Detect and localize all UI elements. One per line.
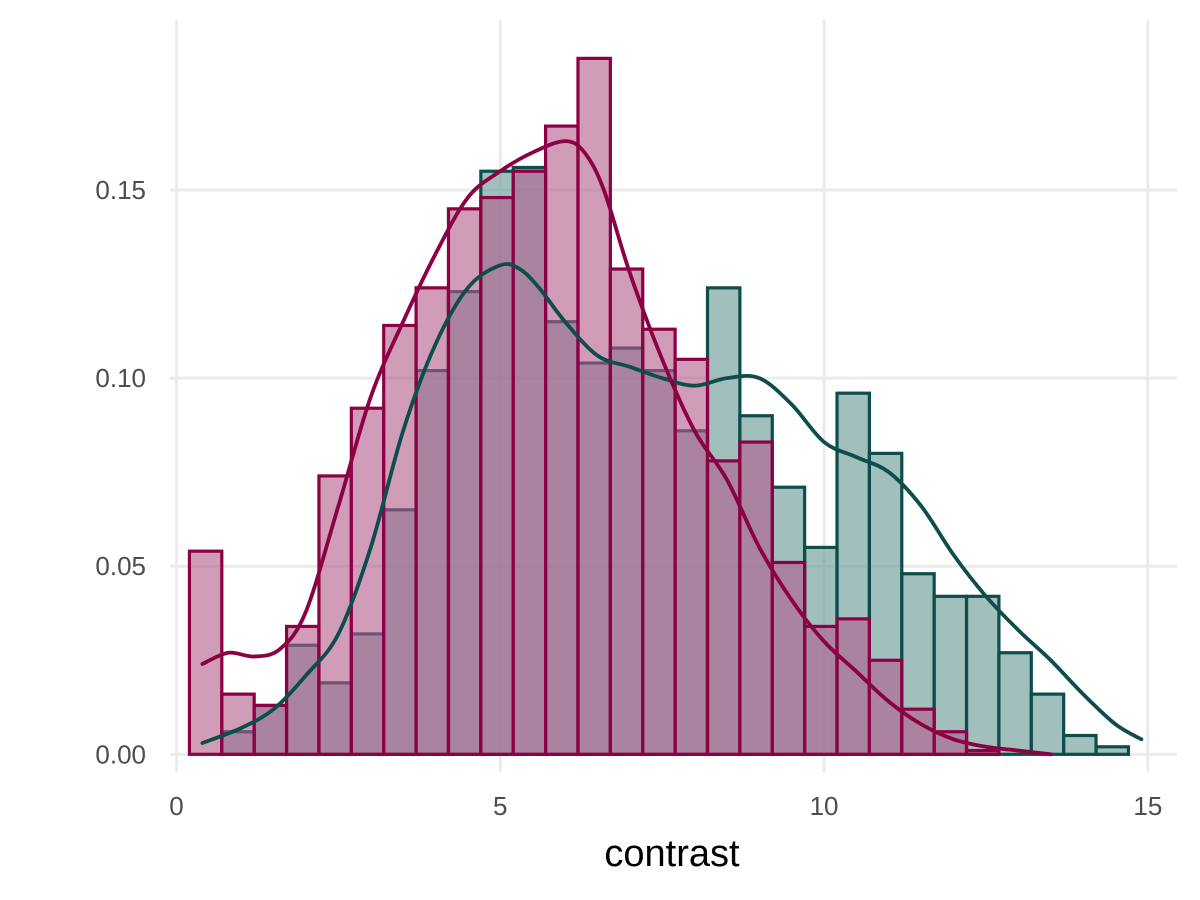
histogram-bar-s0-25 [1029, 692, 1066, 756]
density-line-s1 [200, 139, 1053, 757]
histogram-bar-s1-0 [187, 549, 224, 756]
y-tick-label: 0.05 [95, 551, 146, 581]
y-tick-label: 0.00 [95, 739, 146, 769]
x-tick-label: 0 [169, 791, 183, 821]
histogram-bar-s1-16 [705, 459, 742, 756]
histogram-bar-s1-13 [608, 267, 645, 756]
histogram-bar-s1-24 [964, 748, 1001, 756]
density-line-s0 [200, 262, 1144, 745]
histogram-bar-s1-17 [738, 440, 774, 756]
histogram-bar-s1-22 [900, 707, 936, 756]
histogram-bar-s0-23 [964, 594, 1001, 756]
histogram-bar-s1-15 [673, 357, 710, 756]
y-tick-labels: 0.00 0.05 0.10 0.15 [95, 175, 146, 769]
x-tick-label: 15 [1133, 791, 1162, 821]
histogram-bar-s0-26 [1062, 733, 1098, 756]
histogram-bar-s1-11 [544, 124, 580, 756]
histogram-bar-s1-20 [835, 617, 871, 756]
histogram-bar-s1-19 [803, 624, 839, 756]
x-tick-labels: 0 5 10 15 [169, 791, 1162, 821]
y-tick-label: 0.15 [95, 175, 146, 205]
y-tick-label: 0.10 [95, 363, 146, 393]
histogram-bar-s1-6 [382, 323, 418, 756]
histogram-bar-s1-18 [770, 560, 807, 756]
histogram-bar-s1-12 [576, 56, 612, 756]
histogram-bar-s0-22 [932, 594, 969, 756]
histogram-bar-s1-9 [479, 195, 515, 756]
histogram-bar-s1-7 [414, 286, 451, 756]
histogram-series-magenta [187, 56, 1001, 756]
histogram-bar-s1-10 [511, 169, 548, 756]
x-axis-title: contrast [604, 833, 740, 875]
histogram-bar-s1-5 [349, 406, 386, 756]
x-tick-label: 10 [810, 791, 839, 821]
histogram-bar-s1-14 [641, 327, 677, 756]
histogram-bar-s0-24 [997, 651, 1033, 756]
histogram-bar-s0-27 [1094, 745, 1131, 756]
x-tick-label: 5 [493, 791, 507, 821]
density-curves [200, 139, 1144, 757]
